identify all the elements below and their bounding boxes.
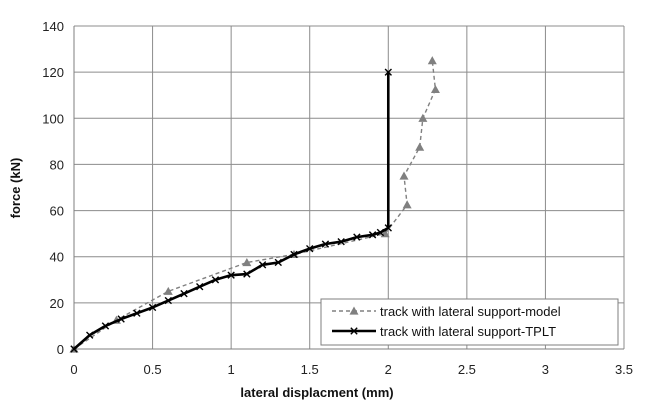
marker-stroke [227, 271, 235, 279]
data-point-tplt [86, 331, 94, 339]
data-point-tplt [70, 345, 78, 353]
series-layer [69, 56, 440, 353]
marker-stroke [86, 331, 94, 339]
tick-labels: 0 20 40 60 80 100 120 140 0 0.5 1 1.5 2 2.5 3 3.5 [42, 19, 633, 377]
marker-stroke [117, 315, 125, 323]
marker-stroke [321, 240, 330, 248]
marker-stroke [243, 270, 251, 278]
marker-stroke [384, 68, 392, 76]
data-point-tplt [384, 68, 392, 76]
marker-stroke [290, 250, 298, 259]
x-tick-label: 1.5 [301, 362, 319, 377]
marker-stroke [353, 233, 361, 241]
data-point-tplt [274, 258, 282, 267]
x-tick-label: 0.5 [144, 362, 162, 377]
marker-stroke [306, 244, 314, 253]
data-point-tplt [211, 276, 220, 284]
data-point-tplt [258, 261, 267, 269]
data-point-tplt [243, 270, 251, 278]
axes [73, 26, 624, 350]
data-point-tplt [376, 228, 385, 237]
marker-stroke [337, 238, 345, 246]
y-tick-label: 140 [42, 19, 64, 34]
y-tick-label: 60 [50, 204, 64, 219]
y-tick-label: 0 [57, 342, 64, 357]
data-point-tplt [353, 233, 361, 241]
data-point-tplt [368, 231, 377, 239]
marker-stroke [180, 289, 188, 298]
data-point-tplt [164, 296, 172, 305]
legend-sample-model [332, 306, 376, 315]
marker-stroke [211, 276, 220, 284]
y-tick-label: 40 [50, 250, 64, 265]
legend-sample-tplt [332, 327, 376, 335]
data-point-tplt [227, 271, 235, 279]
data-point-model [242, 257, 252, 267]
legend-label-model: track with lateral support-model [380, 304, 561, 319]
data-point-tplt [384, 224, 392, 232]
marker-stroke [133, 309, 141, 317]
y-tick-label: 100 [42, 111, 64, 126]
marker-stroke [350, 327, 358, 335]
marker-stroke [384, 224, 392, 232]
x-tick-label: 2.5 [458, 362, 476, 377]
data-point-tplt [321, 240, 330, 248]
data-point-tplt [101, 322, 110, 330]
x-tick-label: 2 [385, 362, 392, 377]
marker-stroke [196, 283, 204, 291]
marker-stroke [274, 258, 282, 267]
data-point-model [427, 56, 437, 65]
marker-stroke [148, 303, 157, 312]
data-point-tplt [196, 283, 204, 291]
legend-marker [349, 306, 359, 315]
legend-marker [350, 327, 358, 335]
data-point-model [402, 200, 412, 209]
data-point-tplt [306, 244, 314, 253]
data-point-tplt [117, 315, 125, 323]
data-point-tplt [180, 289, 188, 298]
y-tick-label: 80 [50, 157, 64, 172]
data-point-model [163, 286, 173, 295]
series-line-model [73, 60, 437, 350]
x-tick-label: 0 [70, 362, 77, 377]
x-tick-label: 3 [542, 362, 549, 377]
data-point-tplt [133, 309, 141, 317]
marker-stroke [164, 296, 172, 305]
y-tick-label: 120 [42, 65, 64, 80]
y-tick-label: 20 [50, 296, 64, 311]
y-axis-title: force (kN) [8, 158, 23, 219]
data-point-model [399, 171, 409, 180]
marker-stroke [70, 345, 78, 353]
marker-stroke [376, 228, 385, 237]
legend-box [320, 298, 619, 346]
data-point-model [430, 84, 440, 94]
marker-stroke [101, 322, 110, 330]
data-point-model [418, 113, 428, 122]
marker-stroke [368, 231, 377, 239]
data-point-model [415, 142, 425, 151]
data-point-tplt [290, 250, 298, 259]
legend: track with lateral support-model track w… [320, 298, 619, 346]
x-axis-title: lateral displacment (mm) [240, 385, 393, 400]
data-point-tplt [148, 303, 157, 312]
x-tick-label: 3.5 [615, 362, 633, 377]
legend-label-tplt: track with lateral support-TPLT [380, 324, 556, 339]
x-tick-label: 1 [228, 362, 235, 377]
data-point-tplt [337, 238, 345, 246]
marker-stroke [258, 261, 267, 269]
